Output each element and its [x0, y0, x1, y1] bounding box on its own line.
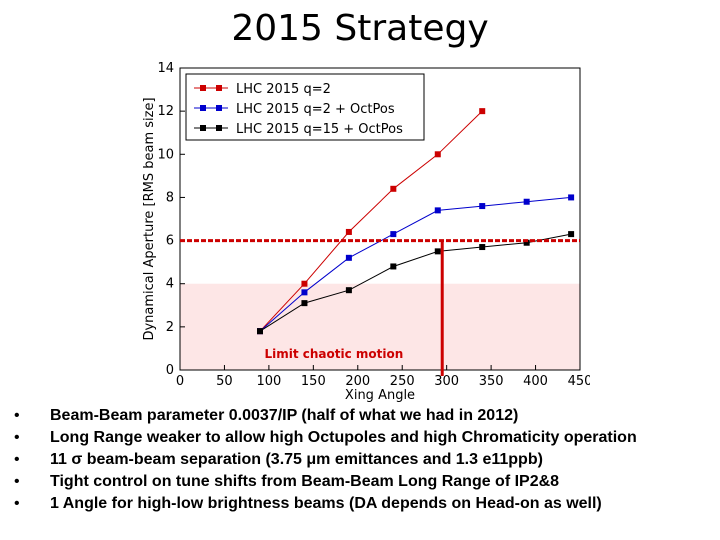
bullet-dot: • [14, 407, 20, 424]
data-point [479, 203, 486, 210]
legend-swatch-marker [216, 105, 222, 111]
data-point [345, 287, 352, 294]
data-point [434, 248, 441, 255]
bullet-item: • 11 σ beam-beam separation (3.75 μm emit… [14, 449, 714, 471]
bullet-item: • 1 Angle for high-low brightness beams (… [14, 493, 714, 515]
legend-swatch-marker [200, 85, 206, 91]
data-point [434, 207, 441, 214]
y-tick-label: 14 [157, 61, 174, 76]
bullet-text: Beam-Beam parameter 0.0037/IP (half of w… [50, 407, 519, 424]
data-point [345, 254, 352, 261]
y-tick-label: 2 [166, 320, 174, 335]
bullet-dot: • [14, 451, 20, 468]
x-tick-label: 300 [434, 374, 459, 389]
bullet-dot: • [14, 429, 20, 446]
series-line [259, 233, 572, 332]
bullet-text: Long Range weaker to allow high Octupole… [50, 429, 637, 446]
bullet-item: • Long Range weaker to allow high Octupol… [14, 427, 714, 449]
legend-swatch-marker [200, 125, 206, 131]
bullet-list: • Beam-Beam parameter 0.0037/IP (half of … [14, 405, 714, 515]
legend-box [185, 73, 425, 141]
x-tick-label: 150 [301, 374, 326, 389]
legend-label: LHC 2015 q=2 [236, 82, 331, 97]
data-point [301, 289, 308, 296]
chaotic-motion-label: Limit chaotic motion [264, 347, 403, 361]
x-axis-label: Xing Angle [345, 388, 415, 403]
plot-frame [179, 67, 581, 371]
bullet-text: 11 σ beam-beam separation (3.75 μm emitt… [50, 451, 543, 468]
x-tick-label: 200 [345, 374, 370, 389]
data-point [257, 328, 263, 335]
x-tick-label: 250 [390, 374, 415, 389]
legend-swatch-marker [216, 125, 222, 131]
data-point [345, 228, 352, 235]
bullet-item: • Beam-Beam parameter 0.0037/IP (half of … [14, 405, 714, 427]
y-axis-label: Dynamical Aperture [RMS beam size] [142, 97, 157, 340]
data-point [479, 108, 486, 115]
y-tick-label: 6 [166, 234, 174, 249]
y-tick-label: 10 [157, 147, 174, 162]
data-point [301, 280, 308, 287]
bullet-text: Tight control on tune shifts from Beam-B… [50, 473, 560, 490]
x-tick-label: 50 [216, 374, 233, 389]
y-tick-label: 0 [166, 363, 174, 378]
bullet-item: • Tight control on tune shifts from Beam-… [14, 471, 714, 493]
chaotic-motion-region [180, 283, 580, 370]
data-point [523, 239, 530, 246]
data-point [568, 194, 575, 201]
data-point [301, 300, 308, 307]
legend-label: LHC 2015 q=2 + OctPos [236, 102, 395, 117]
data-point [523, 198, 530, 205]
y-tick-label: 4 [166, 277, 174, 292]
bullet-text: 1 Angle for high-low brightness beams (D… [50, 495, 602, 512]
x-tick-label: 400 [523, 374, 548, 389]
x-tick-label: 100 [256, 374, 281, 389]
legend-swatch-marker [216, 85, 222, 91]
data-point [390, 185, 397, 192]
slide-title: 2015 Strategy [231, 8, 489, 49]
bullet-dot: • [14, 495, 20, 512]
data-point [390, 263, 397, 270]
data-point [434, 151, 441, 158]
x-tick-label: 450 [568, 374, 590, 389]
data-point [568, 231, 575, 238]
legend-swatch-marker [200, 105, 206, 111]
y-tick-label: 12 [157, 104, 174, 119]
bullet-dot: • [14, 473, 20, 490]
data-point [390, 231, 397, 238]
y-tick-label: 8 [166, 190, 174, 205]
x-tick-label: 350 [479, 374, 504, 389]
data-point [479, 244, 486, 251]
x-tick-label: 0 [176, 374, 184, 389]
series-line [259, 196, 572, 332]
dynamic-aperture-chart: 0 50 100 150 200 250 300 350 400 450 0 2 4 6 8 10 12 14 Xi… [142, 61, 590, 403]
series-line [259, 110, 483, 332]
legend-label: LHC 2015 q=15 + OctPos [236, 122, 403, 137]
